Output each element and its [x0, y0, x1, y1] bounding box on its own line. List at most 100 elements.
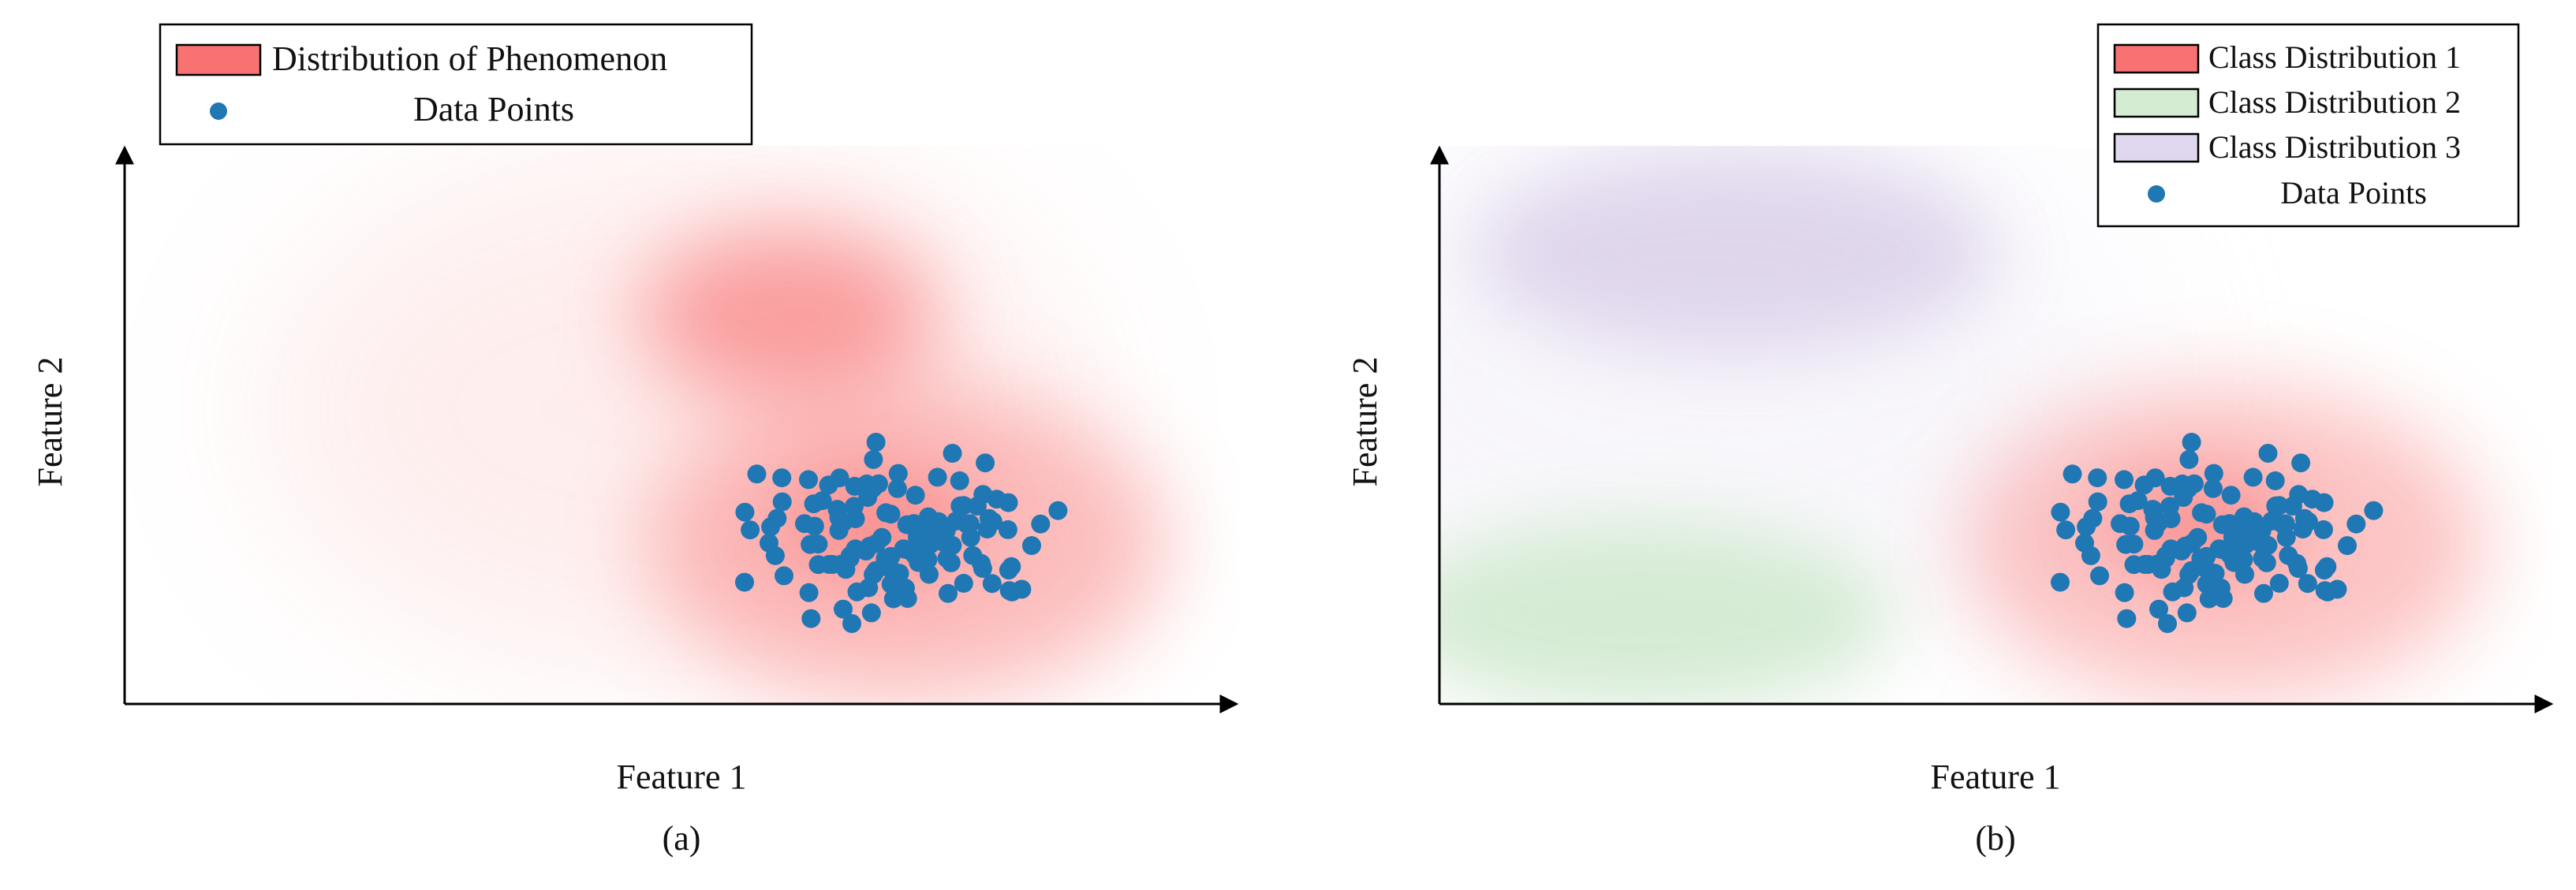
- data-point: [2158, 614, 2177, 633]
- legend-label-class-1: Class Distribution 1: [2208, 39, 2461, 75]
- data-point: [2177, 603, 2197, 623]
- legend-label-data-points-b: Data Points: [2280, 175, 2427, 210]
- data-point: [2179, 449, 2199, 469]
- data-point: [2077, 517, 2096, 537]
- data-point: [2149, 599, 2168, 619]
- data-point: [864, 564, 883, 584]
- data-point: [888, 464, 908, 483]
- data-point: [2056, 520, 2076, 540]
- data-point: [1048, 501, 1068, 520]
- data-point: [967, 497, 987, 516]
- data-point: [954, 573, 973, 593]
- data-point: [950, 471, 969, 490]
- data-point: [983, 512, 1002, 531]
- data-point: [804, 494, 823, 514]
- data-point: [2115, 470, 2134, 490]
- data-point: [2211, 579, 2231, 598]
- data-point: [943, 444, 962, 463]
- data-point: [2134, 475, 2154, 495]
- data-point: [846, 509, 865, 529]
- legend-label-class-2: Class Distribution 2: [2208, 84, 2461, 120]
- data-point: [2346, 514, 2366, 534]
- panel-a: Feature 1 Feature 2 (a) Distribution of …: [31, 23, 1239, 858]
- data-point: [2266, 496, 2286, 516]
- data-point: [2088, 468, 2107, 488]
- data-point: [2276, 527, 2296, 547]
- data-point: [819, 475, 838, 495]
- data-point: [895, 579, 915, 598]
- legend-swatch-class-3: [2113, 132, 2200, 163]
- data-point: [2221, 486, 2241, 505]
- data-point: [2163, 582, 2182, 601]
- data-point: [2161, 539, 2181, 559]
- data-point: [2313, 519, 2333, 539]
- data-point: [772, 468, 792, 488]
- data-point: [2197, 575, 2216, 594]
- data-point: [2269, 573, 2289, 593]
- data-point: [881, 505, 901, 524]
- x-axis-label-b: Feature 1: [1931, 758, 2061, 796]
- legend-label-phenomenon: Distribution of Phenomenon: [272, 39, 667, 78]
- data-point: [2204, 464, 2223, 483]
- legend-marker-data-points-a: [210, 102, 227, 120]
- data-point: [2283, 497, 2302, 516]
- data-point: [2252, 521, 2272, 540]
- data-point: [2298, 512, 2318, 531]
- data-point: [846, 539, 865, 559]
- caption-a: (a): [663, 819, 701, 858]
- legend-a: Distribution of Phenomenon Data Points: [159, 23, 753, 146]
- data-point: [2117, 609, 2137, 628]
- phenomenon-distribution-a: [260, 150, 1167, 702]
- legend-b: Class Distribution 1 Class Distribution …: [2096, 23, 2520, 228]
- data-point: [2243, 467, 2263, 487]
- data-point: [920, 564, 939, 584]
- data-point: [842, 614, 861, 633]
- data-point: [2291, 453, 2311, 473]
- data-points-a: [735, 433, 1068, 633]
- data-point: [2302, 490, 2322, 509]
- data-point: [2161, 509, 2181, 529]
- data-point: [998, 519, 1017, 539]
- data-point: [2223, 537, 2243, 557]
- data-point: [2075, 533, 2094, 553]
- data-point: [897, 515, 917, 534]
- data-point: [881, 559, 901, 579]
- y-axis-label-a: Feature 2: [31, 357, 69, 487]
- data-point: [2145, 508, 2164, 527]
- data-point: [801, 534, 820, 554]
- data-point: [1022, 536, 1041, 556]
- data-point: [2298, 574, 2317, 594]
- data-point: [961, 527, 980, 547]
- panel-b: Feature 1 Feature 2 (b) Class Distributi…: [1346, 23, 2554, 858]
- data-point: [2364, 501, 2384, 520]
- data-point: [928, 467, 947, 487]
- caption-b: (b): [1975, 819, 2015, 858]
- data-point: [2265, 471, 2285, 490]
- data-point: [834, 599, 853, 619]
- data-point: [799, 583, 819, 602]
- data-point: [741, 520, 760, 540]
- legend-swatch-class-1: [2113, 43, 2200, 74]
- data-point: [801, 609, 821, 628]
- legend-marker-data-points-b: [2148, 185, 2165, 203]
- data-point: [2212, 515, 2232, 534]
- data-point: [2254, 583, 2273, 603]
- data-point: [861, 603, 881, 623]
- data-point: [761, 517, 781, 537]
- data-point: [2257, 553, 2276, 572]
- data-point: [987, 490, 1006, 509]
- data-point: [972, 553, 991, 573]
- data-point: [1031, 514, 1051, 534]
- data-point: [847, 582, 867, 601]
- data-point: [2088, 492, 2107, 512]
- data-point: [2115, 583, 2134, 602]
- data-point: [2182, 433, 2201, 452]
- data-point: [772, 492, 792, 512]
- data-point: [1002, 582, 1021, 601]
- data-point: [2051, 572, 2070, 592]
- data-point: [799, 470, 818, 490]
- data-point: [2287, 553, 2307, 573]
- data-point: [864, 449, 883, 469]
- data-point: [939, 583, 958, 603]
